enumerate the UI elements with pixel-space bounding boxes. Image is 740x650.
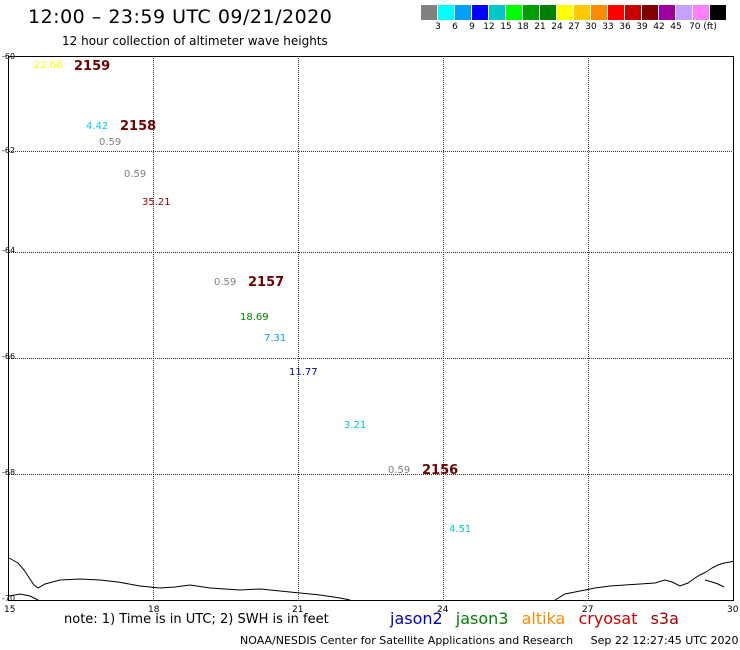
legend-swatch — [659, 5, 676, 20]
x-tick: 30 — [727, 605, 739, 615]
legend-tick-label: 36 — [619, 22, 631, 32]
legend-swatch — [710, 5, 727, 20]
legend-swatch — [472, 5, 489, 20]
swh-value: 0.59 — [388, 465, 411, 476]
swh-value: 0.59 — [99, 137, 122, 148]
grid-v-18 — [153, 56, 154, 601]
legend-tick-label: 9 — [469, 22, 475, 32]
legend-swatch — [693, 5, 710, 20]
swh-value: 35.21 — [142, 197, 171, 208]
legend-tick-label: 30 — [585, 22, 597, 32]
legend-tick-label: 6 — [452, 22, 458, 32]
legend-swatch — [455, 5, 472, 20]
legend-swatch — [438, 5, 455, 20]
x-tick: 24 — [437, 605, 449, 615]
legend-tick-label: 24 — [551, 22, 563, 32]
swh-value: 4.42 — [86, 121, 109, 132]
legend-tick-label: 21 — [534, 22, 546, 32]
legend-swatch — [591, 5, 608, 20]
legend-swatch — [676, 5, 693, 20]
satellite-altika: altika — [521, 609, 566, 628]
swh-value: 0.59 — [124, 169, 147, 180]
y-tick: -70 — [2, 594, 16, 603]
legend-swatch — [506, 5, 523, 20]
legend-tick-label: 42 — [653, 22, 665, 32]
legend-tick-label: 39 — [636, 22, 648, 32]
grid-v-24 — [443, 56, 444, 601]
grid-h-66 — [8, 358, 734, 359]
swh-value: 18.69 — [240, 312, 269, 323]
legend-swatch — [608, 5, 625, 20]
legend-tick-label: 12 — [483, 22, 495, 32]
legend-tick-label: 18 — [517, 22, 529, 32]
y-tick: -62 — [2, 146, 16, 155]
pass-number: 2158 — [120, 119, 157, 134]
legend-tick-label: 15 — [500, 22, 512, 32]
grid-h-64 — [8, 252, 734, 253]
x-tick: 18 — [148, 605, 160, 615]
grid-h-62 — [8, 151, 734, 152]
footer-credit: NOAA/NESDIS Center for Satellite Applica… — [240, 634, 739, 647]
swh-value: 0.59 — [214, 277, 237, 288]
pass-number: 2156 — [422, 463, 459, 478]
swh-value: 22.66 — [34, 60, 63, 71]
map-frame — [8, 56, 734, 601]
legend-swatch — [540, 5, 557, 20]
grid-v-21 — [298, 56, 299, 601]
y-tick: -68 — [2, 468, 16, 477]
satellite-s3a: s3a — [650, 609, 679, 628]
x-tick: 21 — [292, 605, 304, 615]
legend-swatch — [574, 5, 591, 20]
satellite-legend: jason2 jason3 altika cryosat s3a — [390, 609, 687, 628]
color-legend — [421, 5, 727, 20]
x-tick: 15 — [4, 605, 16, 615]
satellite-jason3: jason3 — [455, 609, 509, 628]
y-tick: -60 — [2, 52, 16, 61]
legend-tick-label: 27 — [568, 22, 580, 32]
legend-swatch — [421, 5, 438, 20]
pass-number: 2157 — [248, 275, 285, 290]
page-title: 12:00 – 23:59 UTC 09/21/2020 — [28, 6, 333, 28]
legend-swatch — [625, 5, 642, 20]
legend-swatch — [489, 5, 506, 20]
swh-value: 4.51 — [449, 524, 472, 535]
page-subtitle: 12 hour collection of altimeter wave hei… — [62, 34, 328, 48]
legend-tick-label: 33 — [602, 22, 614, 32]
legend-tick-label: 70 (ft) — [689, 22, 717, 32]
legend-swatch — [642, 5, 659, 20]
grid-v-27 — [588, 56, 589, 601]
swh-value: 3.21 — [344, 420, 367, 431]
legend-tick-label: 45 — [670, 22, 682, 32]
legend-tick-label: 3 — [435, 22, 441, 32]
satellite-jason2: jason2 — [390, 609, 443, 628]
pass-number: 2159 — [74, 59, 111, 74]
grid-h-68 — [8, 474, 734, 475]
satellite-cryosat: cryosat — [578, 609, 638, 628]
y-tick: -64 — [2, 246, 16, 255]
legend-swatch — [523, 5, 540, 20]
x-tick: 27 — [582, 605, 594, 615]
swh-value: 7.31 — [264, 333, 287, 344]
swh-value: 11.77 — [289, 367, 318, 378]
note-text: note: 1) Time is in UTC; 2) SWH is in fe… — [64, 612, 329, 627]
legend-swatch — [557, 5, 574, 20]
y-tick: -66 — [2, 352, 16, 361]
